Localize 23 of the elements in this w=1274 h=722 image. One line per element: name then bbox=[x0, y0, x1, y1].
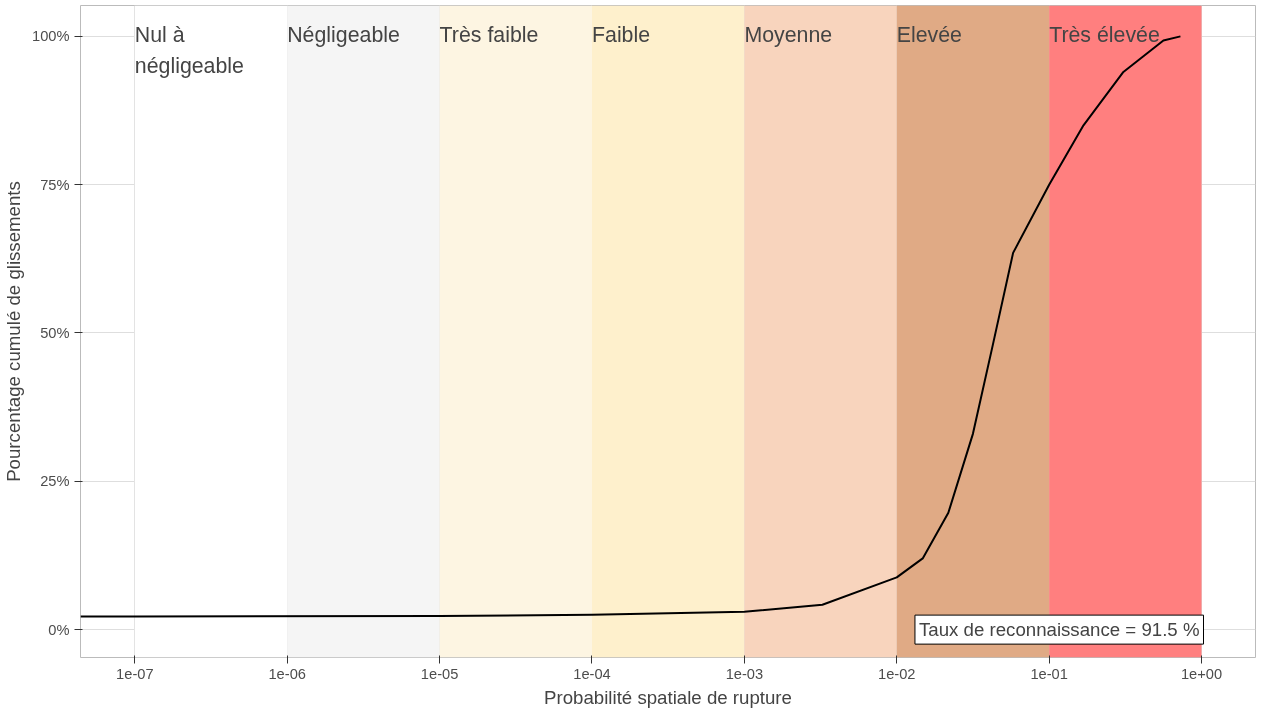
band-label: Très élevée bbox=[1049, 23, 1160, 48]
x-tick-label: 1e-04 bbox=[573, 665, 611, 682]
band-label: Négligeable bbox=[287, 23, 400, 48]
band-label: Très faible bbox=[439, 23, 539, 48]
x-tick-label: 1e-07 bbox=[116, 665, 154, 682]
x-tick-label: 1e+00 bbox=[1180, 665, 1223, 682]
y-tick-label: 50% bbox=[40, 324, 70, 341]
band-label: Nul à négligeable bbox=[134, 23, 244, 79]
x-tick-label: 1e-01 bbox=[1030, 665, 1068, 682]
annotation: Taux de reconnaissance = 91.5 % bbox=[918, 619, 1200, 641]
y-tick-label: 0% bbox=[48, 621, 70, 638]
band-label: Moyenne bbox=[744, 23, 833, 48]
band-label: Faible bbox=[591, 23, 651, 48]
x-tick-label: 1e-05 bbox=[420, 665, 459, 682]
y-axis-title: Pourcentage cumulé de glissements bbox=[3, 181, 25, 482]
y-tick-label: 100% bbox=[32, 28, 70, 45]
x-tick-label: 1e-02 bbox=[878, 665, 916, 682]
y-tick-label: 25% bbox=[40, 473, 70, 490]
x-axis-title: Probabilité spatiale de rupture bbox=[544, 686, 792, 708]
x-tick-label: 1e-06 bbox=[268, 665, 306, 682]
x-tick-label: 1e-03 bbox=[725, 665, 764, 682]
y-tick-label: 75% bbox=[40, 176, 70, 193]
band-label: Elevée bbox=[896, 23, 962, 48]
